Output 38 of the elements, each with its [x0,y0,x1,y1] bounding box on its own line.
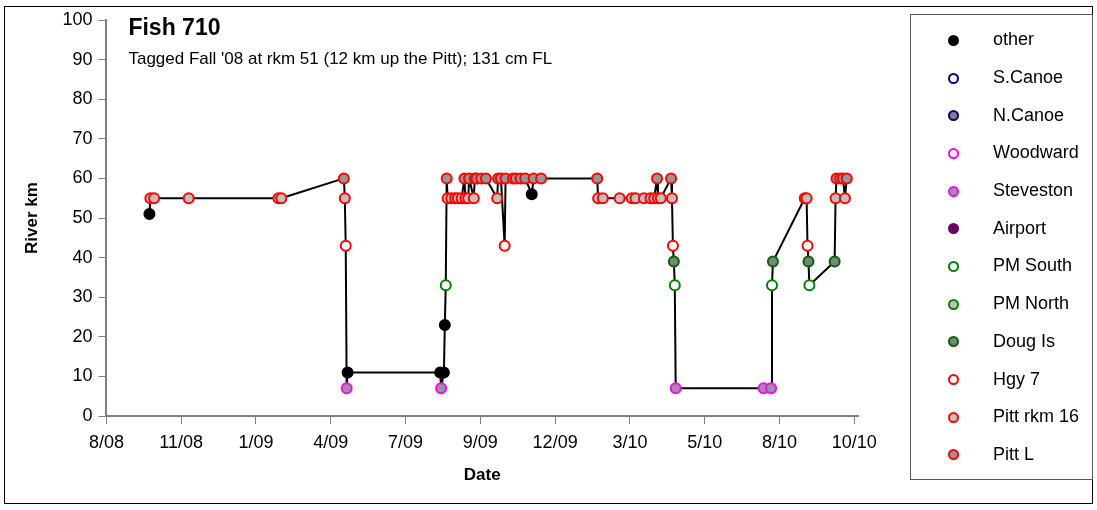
legend-label: Hgy 7 [993,368,1041,390]
x-tick-label: 5/10 [687,431,723,452]
legend-label: Pitt rkm 16 [993,406,1080,428]
x-tick-label: 8/10 [761,431,797,452]
x-tick-label: 11/08 [159,431,204,452]
x-tick-label: 10/10 [831,431,877,452]
legend-label: S.Canoe [993,67,1064,89]
y-tick-label: 60 [72,167,93,188]
legend-label: Doug Is [993,330,1056,352]
x-tick-label: 7/09 [388,431,424,452]
legend-label: PM South [993,255,1073,277]
legend-label: Airport [993,217,1047,239]
chart-title: Fish 710 [128,14,221,40]
y-tick-label: 90 [72,48,93,69]
y-tick-label: 10 [72,365,93,386]
legend-label: Woodward [993,142,1079,164]
y-tick-label: 80 [72,88,93,109]
y-tick-label: 0 [82,404,93,425]
x-tick-label: 1/09 [238,431,274,452]
y-tick-label: 70 [72,127,93,148]
legend-label: Pitt L [993,443,1035,465]
x-tick-label: 12/09 [532,431,578,452]
y-tick-label: 50 [72,206,93,227]
x-tick-label: 3/10 [612,431,648,452]
y-tick-label: 30 [72,286,93,307]
legend-label: N.Canoe [993,104,1065,126]
y-axis-title: River km [21,182,41,254]
y-tick-label: 100 [62,8,93,29]
text: Tagged Fall '08 at rkm 51 (12 km up the Pitt); 131 cm FL [128,49,553,68]
legend-label: other [993,29,1035,51]
x-axis-title: Date [463,465,501,485]
x-tick-label: 8/08 [88,431,124,452]
x-tick-label: 9/09 [462,431,498,452]
legend-label: Steveston [993,180,1074,202]
x-tick-label: 4/09 [313,431,349,452]
y-tick-label: 20 [72,325,93,346]
y-tick-label: 40 [72,246,93,267]
legend-label: PM North [993,293,1070,315]
